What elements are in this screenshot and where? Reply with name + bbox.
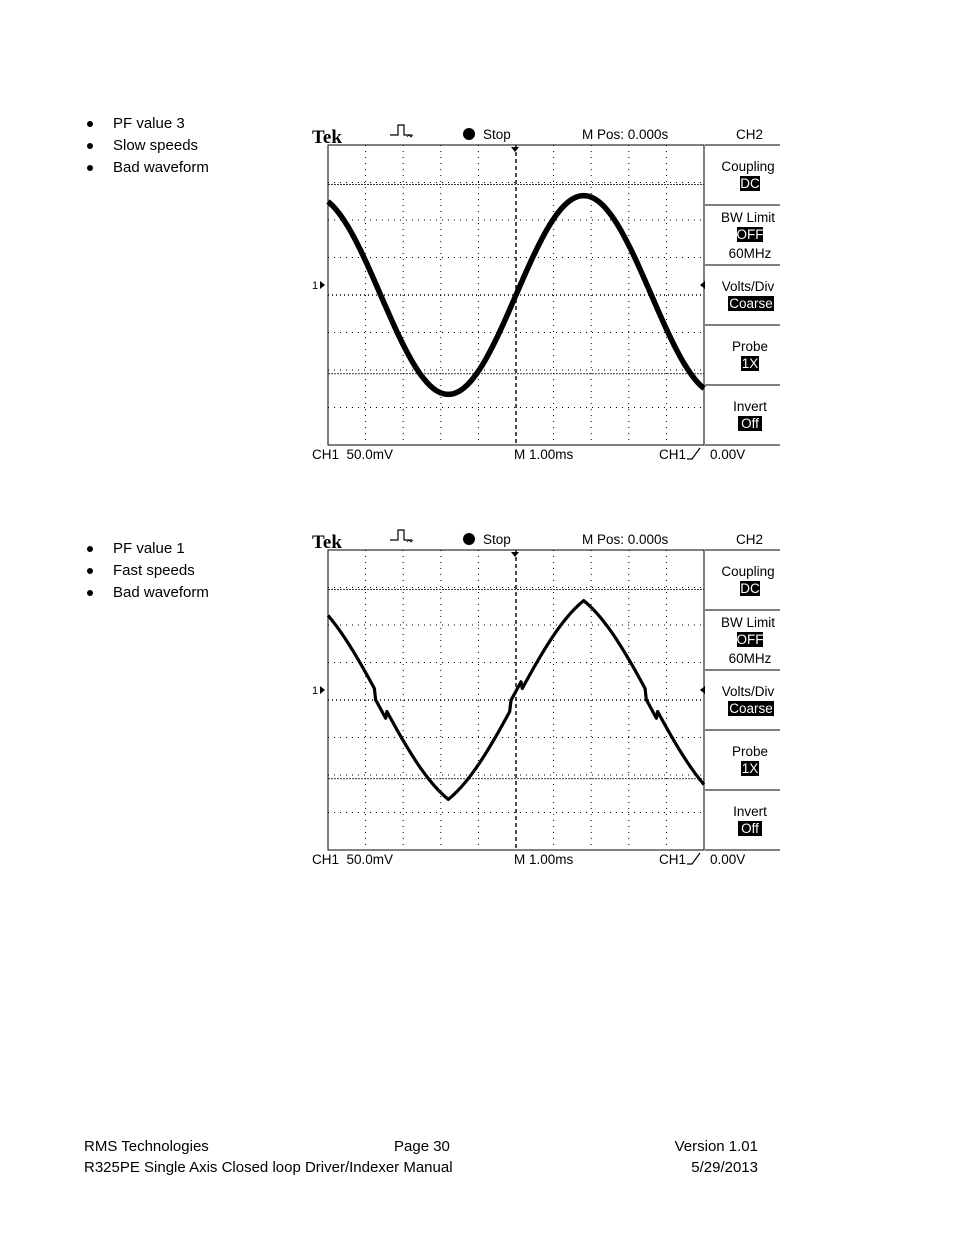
bullet-item: Slow speeds <box>84 135 209 157</box>
menu-bwlimit-extra: 60MHz <box>729 246 772 261</box>
menu-bwlimit-extra: 60MHz <box>729 651 772 666</box>
acquisition-status: Stop <box>483 532 511 547</box>
trigger-level: 0.00V <box>710 852 745 867</box>
footer-row-1: RMS Technologies Page 30 Version 1.01 <box>84 1136 758 1157</box>
stop-indicator-icon <box>463 533 475 545</box>
bullet-dot-icon <box>87 568 93 574</box>
ch1-scale: CH1 50.0mV <box>312 852 393 867</box>
menu-voltsdiv-value: Coarse <box>729 701 773 716</box>
bullet-item: PF value 1 <box>84 538 209 560</box>
menu-probe-label: Probe <box>732 339 768 354</box>
menu-invert-value: Off <box>741 416 759 431</box>
graticule <box>327 144 705 446</box>
pulse-icon <box>390 529 412 541</box>
menu-channel-title: CH2 <box>736 532 763 547</box>
bullet-item: Fast speeds <box>84 560 209 582</box>
menu-coupling-label: Coupling <box>721 564 774 579</box>
bullet-dot-icon <box>87 165 93 171</box>
timebase: M 1.00ms <box>514 447 574 462</box>
menu-bwlimit-value: OFF <box>737 227 764 242</box>
acquisition-status: Stop <box>483 127 511 142</box>
ch1-scale: CH1 50.0mV <box>312 447 393 462</box>
menu-bwlimit-value: OFF <box>737 632 764 647</box>
bullet-dot-icon <box>87 546 93 552</box>
bullet-item: PF value 3 <box>84 113 209 135</box>
ch1-ground-arrow-icon <box>320 281 325 289</box>
menu-coupling-value: DC <box>740 176 760 191</box>
horizontal-position: M Pos: 0.000s <box>582 127 669 142</box>
footer-company: RMS Technologies <box>84 1138 209 1155</box>
footer-version: Version 1.01 <box>674 1138 758 1155</box>
menu-voltsdiv-label: Volts/Div <box>722 279 775 294</box>
menu-invert-label: Invert <box>733 399 767 414</box>
footer-page-number: Page 30 <box>394 1138 450 1155</box>
graticule <box>327 549 705 851</box>
horizontal-position: M Pos: 0.000s <box>582 532 669 547</box>
bullet-dot-icon <box>87 590 93 596</box>
ch1-ground-marker: 1 <box>312 685 318 697</box>
bullet-list: PF value 3 Slow speeds Bad waveform <box>84 113 209 179</box>
menu-coupling-value: DC <box>740 581 760 596</box>
menu-coupling-label: Coupling <box>721 159 774 174</box>
menu-probe-value: 1X <box>742 356 759 371</box>
footer-date: 5/29/2013 <box>691 1159 758 1176</box>
trigger-source: CH1 <box>659 852 686 867</box>
timebase: M 1.00ms <box>514 852 574 867</box>
scope-svg: Tek Stop M Pos: 0.000s CH2 1 Coupling DC… <box>312 529 780 867</box>
ch1-ground-marker: 1 <box>312 280 318 292</box>
pulse-icon <box>390 124 412 136</box>
bullet-list: PF value 1 Fast speeds Bad waveform <box>84 538 209 604</box>
rising-edge-icon <box>687 852 701 865</box>
rising-edge-icon <box>687 447 701 460</box>
bullet-item: Bad waveform <box>84 157 209 179</box>
ch1-ground-arrow-icon <box>320 686 325 694</box>
trigger-source: CH1 <box>659 447 686 462</box>
menu-voltsdiv-label: Volts/Div <box>722 684 775 699</box>
waveform-trace <box>326 599 706 801</box>
oscilloscope-screenshot: Tek Stop M Pos: 0.000s CH2 1 Coupling DC… <box>312 528 782 868</box>
menu-channel-title: CH2 <box>736 127 763 142</box>
bullet-dot-icon <box>87 121 93 127</box>
bullet-item: Bad waveform <box>84 582 209 604</box>
waveform-trace <box>326 192 706 398</box>
menu-bwlimit-label: BW Limit <box>721 615 775 630</box>
tek-logo: Tek <box>312 127 342 148</box>
footer-row-2: R325PE Single Axis Closed loop Driver/In… <box>84 1157 758 1178</box>
oscilloscope-screenshot: Tek Stop M Pos: 0.000s CH2 1 Coupling DC… <box>312 123 782 463</box>
menu-voltsdiv-value: Coarse <box>729 296 773 311</box>
scope-svg: Tek Stop M Pos: 0.000s CH2 1 Coupling DC… <box>312 124 780 462</box>
trigger-position-marker-icon <box>511 147 519 152</box>
footer-manual-title: R325PE Single Axis Closed loop Driver/In… <box>84 1159 453 1176</box>
bullet-dot-icon <box>87 143 93 149</box>
menu-invert-label: Invert <box>733 804 767 819</box>
trigger-level-arrow-icon <box>700 686 705 694</box>
trigger-level: 0.00V <box>710 447 745 462</box>
stop-indicator-icon <box>463 128 475 140</box>
menu-invert-value: Off <box>741 821 759 836</box>
page-footer: RMS Technologies Page 30 Version 1.01 R3… <box>84 1136 758 1178</box>
menu-probe-label: Probe <box>732 744 768 759</box>
trigger-level-arrow-icon <box>700 281 705 289</box>
trigger-position-marker-icon <box>511 552 519 557</box>
scope-side-menu: Coupling DC BW Limit OFF 60MHz Volts/Div… <box>705 549 780 851</box>
menu-probe-value: 1X <box>742 761 759 776</box>
scope-side-menu: Coupling DC BW Limit OFF 60MHz Volts/Div… <box>705 144 780 446</box>
tek-logo: Tek <box>312 532 342 553</box>
menu-bwlimit-label: BW Limit <box>721 210 775 225</box>
